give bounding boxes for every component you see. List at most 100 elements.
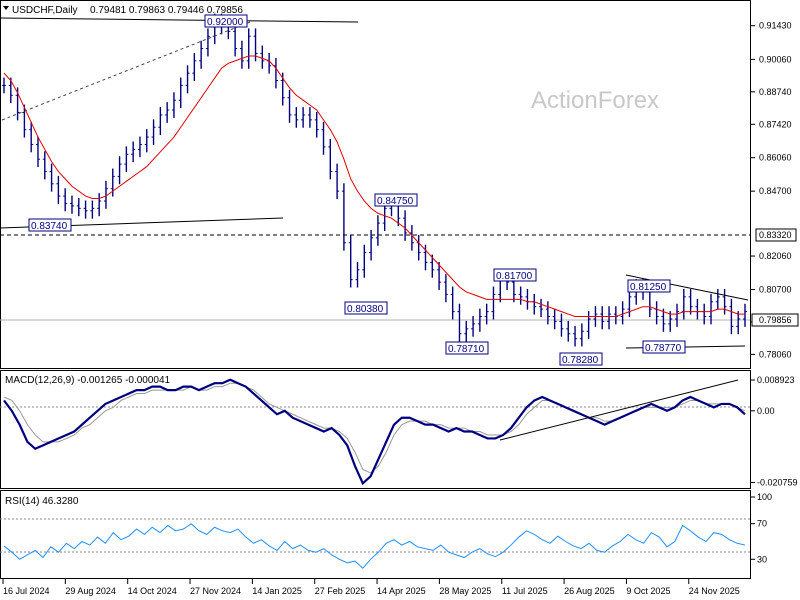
- rsi-series: [3, 523, 746, 569]
- x-tick-label: 27 Feb 2025: [315, 586, 366, 596]
- chart-header: USDCHF,Daily 0.79481 0.79863 0.79446 0.7…: [3, 5, 243, 16]
- price-tick-label: 0.80700: [759, 284, 792, 294]
- price-bar: [375, 215, 380, 246]
- price-bar: [430, 254, 435, 278]
- price-bar: [233, 23, 238, 57]
- price-bar: [579, 323, 584, 347]
- price-bar: [22, 104, 27, 138]
- moving-average-line: [3, 55, 745, 318]
- macd-tick-label: 0.008923: [757, 375, 795, 385]
- price-bar: [158, 107, 163, 136]
- macd-trendline: [499, 379, 739, 441]
- svg-text:0.78280: 0.78280: [562, 355, 599, 366]
- svg-text:0.78710: 0.78710: [448, 344, 485, 355]
- moving-average-series: [3, 55, 745, 318]
- x-tick-label: 29 Aug 2024: [65, 586, 116, 596]
- price-bar: [246, 28, 251, 69]
- rsi-title: RSI(14) 46.3280: [5, 496, 79, 507]
- symbol-title: USDCHF,Daily: [12, 5, 78, 16]
- price-bar: [42, 151, 47, 180]
- price-axis: 0.91430 0.90060 0.88740 0.87420 0.86060 0.847…: [750, 21, 792, 359]
- svg-text:0.83740: 0.83740: [31, 221, 68, 232]
- x-tick-label: 14 Jan 2025: [252, 586, 302, 596]
- price-bar: [457, 303, 462, 342]
- price-bar: [117, 156, 122, 185]
- price-bar: [362, 244, 367, 278]
- macd-tick-label: 0.00: [757, 406, 775, 416]
- price-bar: [35, 136, 40, 168]
- price-bar: [178, 77, 183, 109]
- annotation-0.84750: 0.84750: [374, 193, 418, 207]
- svg-text:0.81250: 0.81250: [630, 282, 667, 293]
- price-bar: [586, 311, 591, 340]
- price-bar: [464, 320, 469, 342]
- rsi-tick-label: 30: [757, 554, 767, 564]
- price-bar: [450, 286, 455, 320]
- price-bar: [314, 111, 319, 138]
- dropdown-triangle-icon[interactable]: [3, 6, 9, 10]
- price-bar: [90, 200, 95, 219]
- ohlc-values: 0.79481 0.79863 0.79446 0.79856: [90, 5, 243, 16]
- price-bar: [423, 244, 428, 271]
- price-bar: [566, 320, 571, 342]
- price-bar: [151, 119, 156, 145]
- annotation-0.81700: 0.81700: [493, 268, 537, 282]
- price-bar: [607, 306, 612, 330]
- price-bar: [294, 107, 299, 128]
- price-bar: [307, 107, 312, 128]
- price-bar: [545, 301, 550, 325]
- price-bar: [709, 293, 714, 325]
- x-tick-label: 14 Apr 2025: [377, 586, 426, 596]
- price-bar: [443, 274, 448, 303]
- price-bar: [2, 77, 6, 94]
- price-bar: [8, 77, 13, 104]
- price-bar: [539, 298, 544, 318]
- price-bar: [722, 288, 727, 315]
- price-bar: [171, 92, 176, 118]
- macd-axis: 0.008923 0.00 -0.020759: [750, 375, 798, 487]
- svg-text:0.83320: 0.83320: [759, 230, 792, 240]
- svg-text:0.81700: 0.81700: [496, 271, 533, 282]
- price-bar: [328, 139, 333, 180]
- macd-title: MACD(12,26,9) -0.001265 -0.000041: [5, 375, 171, 386]
- price-bar: [518, 286, 523, 305]
- rsi-panel[interactable]: [0, 490, 751, 579]
- price-bar: [97, 193, 102, 217]
- price-bar: [76, 198, 81, 217]
- macd-panel[interactable]: [0, 370, 751, 489]
- price-tick-label: 0.91430: [759, 21, 792, 31]
- price-bar: [301, 107, 306, 128]
- svg-text:0.78770: 0.78770: [645, 343, 682, 354]
- x-tick-label: 11 Jul 2025: [502, 586, 548, 596]
- price-tick-label: 0.78060: [759, 349, 792, 359]
- price-tick-label: 0.86060: [759, 153, 792, 163]
- rsi-line: [3, 523, 746, 569]
- x-axis: 16 Jul 2024 29 Aug 2024 14 Oct 2024 27 Nov …: [2, 579, 740, 596]
- annotation-0.83740: 0.83740: [28, 218, 72, 232]
- price-tick-label: 0.82060: [759, 251, 792, 261]
- price-bar: [573, 325, 578, 347]
- price-bar: [199, 40, 204, 69]
- price-bar: [335, 163, 340, 200]
- rsi-axis: 100 70 30: [750, 492, 772, 564]
- x-tick-label: 14 Oct 2024: [128, 586, 177, 596]
- last-price-label: 0.79856: [751, 313, 799, 327]
- trendline-dotted: [1, 21, 251, 121]
- price-bar: [29, 121, 34, 153]
- price-bar: [743, 303, 747, 327]
- price-tick-label: 0.88740: [759, 87, 792, 97]
- price-bar: [205, 28, 210, 57]
- price-bar: [471, 316, 476, 337]
- annotation-0.80380: 0.80380: [344, 301, 388, 315]
- macd-series: [3, 378, 746, 486]
- price-bar: [131, 141, 136, 163]
- annotation-0.78770: 0.78770: [642, 340, 686, 354]
- rsi-tick-label: 70: [757, 519, 767, 529]
- annotation-0.78280: 0.78280: [559, 352, 603, 366]
- watermark-text: ActionForex: [531, 87, 659, 114]
- price-bar: [260, 45, 265, 69]
- price-bar: [661, 308, 666, 332]
- price-tick-label: 0.87420: [759, 119, 792, 129]
- price-bar: [559, 313, 564, 337]
